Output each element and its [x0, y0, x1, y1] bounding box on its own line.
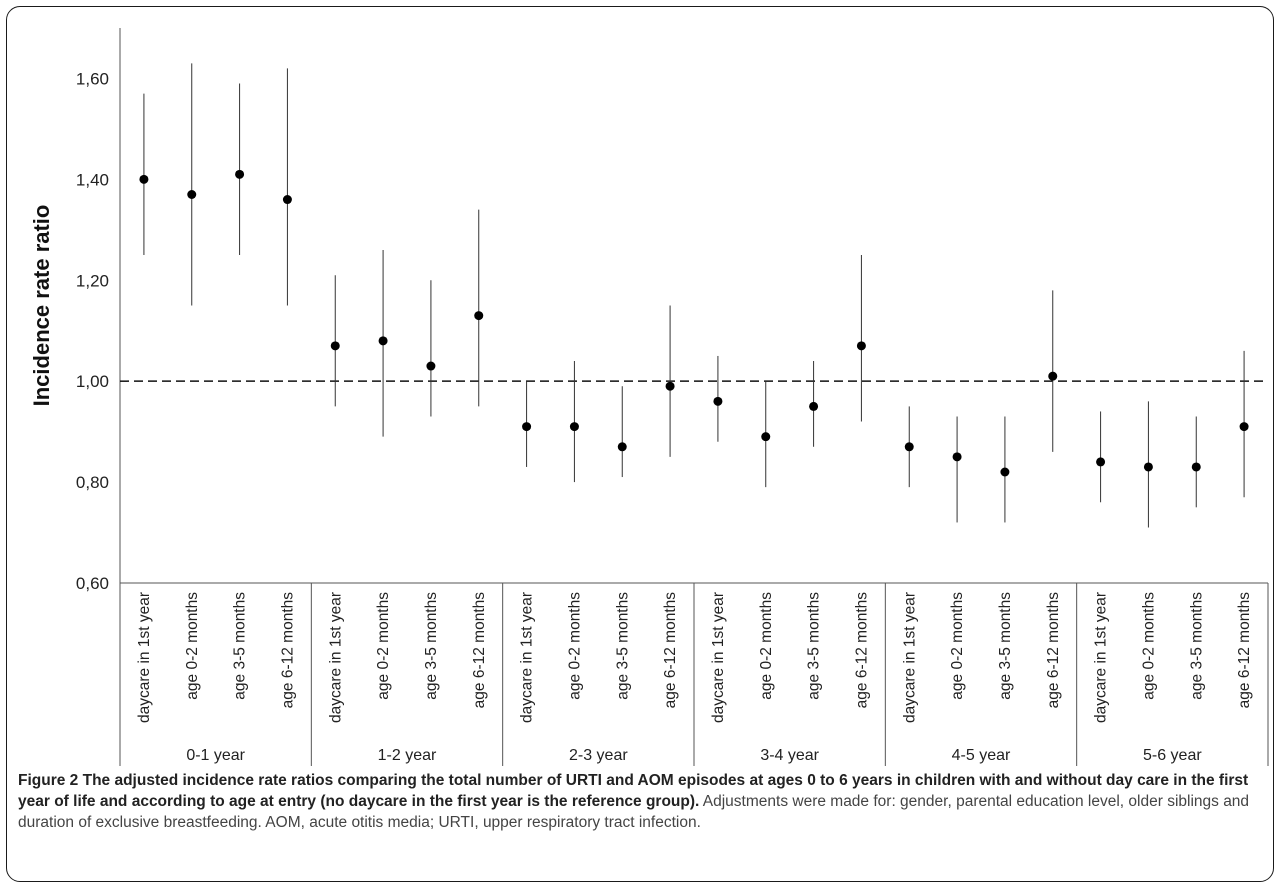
data-point — [235, 169, 245, 179]
x-tick-label: age 3-5 months — [423, 592, 440, 700]
x-tick-label: age 0-2 months — [375, 592, 392, 700]
data-point — [522, 422, 532, 432]
data-point — [474, 311, 484, 321]
x-tick-label: age 6-12 months — [1236, 592, 1253, 709]
x-tick-label: age 0-2 months — [184, 592, 201, 700]
x-tick-label: daycare in 1st year — [519, 592, 536, 723]
data-point — [665, 381, 675, 391]
data-point — [1239, 422, 1249, 432]
data-point — [952, 452, 962, 462]
group-label: 0-1 year — [186, 747, 245, 764]
x-tick-label: age 6-12 months — [471, 592, 488, 709]
group-label: 4-5 year — [952, 747, 1011, 764]
data-point — [569, 422, 579, 432]
x-tick-label: age 0-2 months — [1140, 592, 1157, 700]
x-tick-label: age 0-2 months — [566, 592, 583, 700]
group-label: 1-2 year — [378, 747, 437, 764]
data-point — [139, 174, 149, 184]
data-point — [856, 341, 866, 351]
data-point — [187, 190, 197, 199]
x-tick-label: age 6-12 months — [279, 592, 296, 709]
caption-text: Adjustments were made for: gender, paren… — [18, 793, 1250, 831]
data-point — [713, 396, 723, 406]
data-point — [904, 442, 914, 452]
figure-frame — [6, 6, 1274, 882]
data-point — [617, 442, 627, 452]
x-tick-label: age 3-5 months — [232, 592, 249, 700]
data-point — [1191, 462, 1201, 472]
x-tick-label: age 6-12 months — [1045, 592, 1062, 709]
x-tick-label: daycare in 1st year — [136, 592, 153, 723]
y-tick-label: 1,00 — [76, 372, 109, 391]
x-tick-label: daycare in 1st year — [901, 592, 918, 723]
y-tick-label: 0,80 — [76, 473, 109, 492]
x-tick-label: age 3-5 months — [997, 592, 1014, 700]
x-tick-label: age 6-12 months — [662, 592, 679, 709]
error-bar-chart: 0,60 0,80 1,00 1,20 1,40 1,60 Incidence rate r… — [29, 28, 1269, 766]
data-point — [426, 361, 436, 371]
group-label: 3-4 year — [760, 747, 819, 764]
x-tick-label: age 0-2 months — [949, 592, 966, 700]
figure-caption: Figure 2 The adjusted incidence rate rat… — [18, 770, 1268, 833]
data-point — [1048, 371, 1058, 381]
data-point — [1096, 457, 1106, 467]
x-tick-label: age 3-5 months — [806, 592, 823, 700]
x-tick-label: age 3-5 months — [1188, 592, 1205, 700]
data-point — [378, 336, 388, 346]
y-tick-label: 1,60 — [76, 69, 109, 88]
y-tick-label: 1,40 — [76, 170, 109, 189]
data-point — [809, 401, 819, 411]
x-tick-label: age 3-5 months — [614, 592, 631, 700]
y-tick-label: 1,20 — [76, 271, 109, 290]
y-axis-title: Incidence rate ratio — [29, 205, 54, 407]
x-tick-label: daycare in 1st year — [327, 592, 344, 723]
y-tick-label: 0,60 — [76, 574, 109, 593]
x-tick-label: age 6-12 months — [853, 592, 870, 709]
data-point — [761, 432, 771, 442]
x-tick-label: daycare in 1st year — [710, 592, 727, 723]
caption-title: Figure 2 The adjusted incidence rate rat… — [18, 772, 1249, 810]
x-tick-label: daycare in 1st year — [1093, 592, 1110, 723]
data-point — [282, 195, 292, 205]
data-point — [1000, 467, 1010, 477]
group-label: 2-3 year — [569, 747, 628, 764]
data-point — [330, 341, 340, 351]
group-label: 5-6 year — [1143, 747, 1202, 764]
data-point — [1143, 462, 1153, 472]
x-tick-label: age 0-2 months — [758, 592, 775, 700]
